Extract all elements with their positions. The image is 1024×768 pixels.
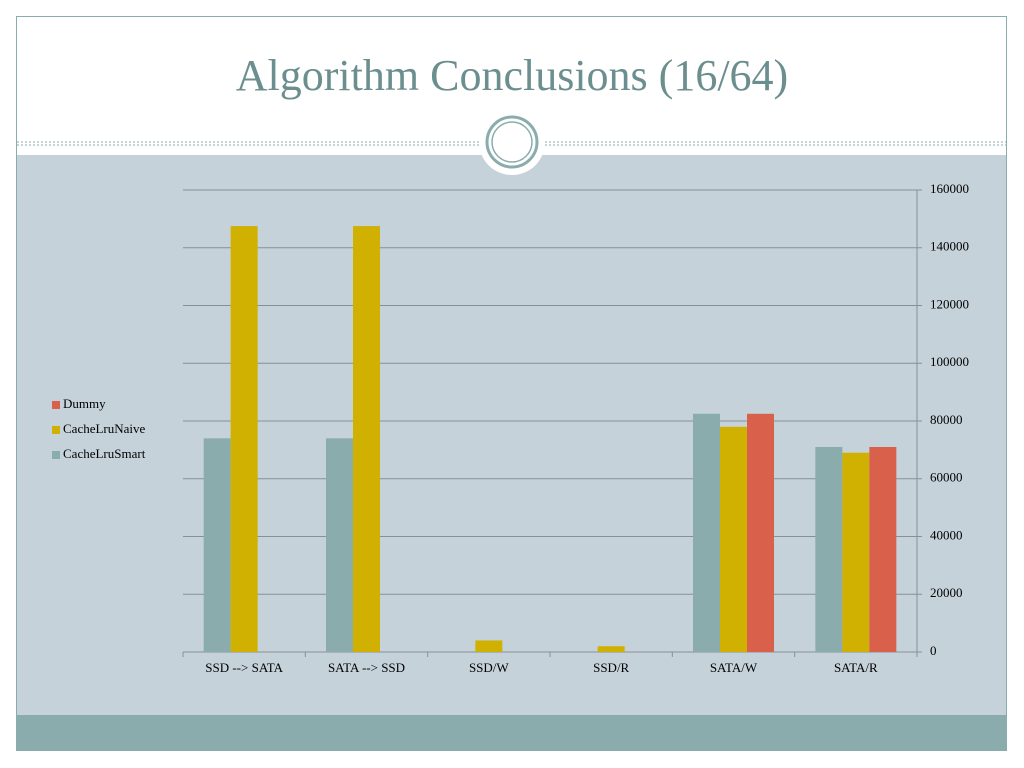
x-tick-label: SSD/W	[469, 660, 509, 675]
y-tick-label: 100000	[930, 354, 969, 369]
bar	[869, 446, 897, 652]
y-tick-label: 140000	[930, 239, 969, 254]
bar	[747, 413, 774, 652]
legend-swatch	[52, 426, 60, 434]
bar	[475, 640, 503, 652]
x-tick-label: SATA/W	[710, 660, 758, 675]
y-tick-label: 60000	[930, 470, 963, 485]
x-tick-label: SATA/R	[834, 660, 878, 675]
bar	[597, 646, 625, 652]
legend-swatch	[52, 451, 60, 459]
y-tick-label: 80000	[930, 412, 963, 427]
legend-swatch	[52, 401, 60, 409]
bar	[815, 446, 843, 652]
bar	[353, 226, 380, 652]
x-tick-label: SATA --> SSD	[328, 660, 405, 675]
y-tick-label: 20000	[930, 585, 963, 600]
chart-title: Algorithm Conclusions (16/64)	[236, 51, 788, 100]
bar	[326, 438, 353, 652]
legend-label: CacheLruNaive	[63, 421, 146, 436]
ornament-ring	[491, 121, 533, 163]
y-tick-label: 0	[930, 643, 937, 658]
bar	[693, 413, 720, 652]
bar	[720, 426, 747, 652]
bar	[842, 452, 870, 652]
ornament-outer	[479, 109, 545, 175]
y-tick-label: 120000	[930, 296, 969, 311]
y-tick-label: 160000	[930, 181, 969, 196]
bar	[203, 438, 231, 652]
legend-label: CacheLruSmart	[63, 446, 146, 461]
x-tick-label: SSD --> SATA	[205, 660, 283, 675]
footer-band	[17, 715, 1006, 750]
x-tick-label: SSD/R	[593, 660, 629, 675]
legend-label: Dummy	[63, 396, 106, 411]
ornament-ring	[485, 115, 539, 169]
y-tick-label: 40000	[930, 527, 963, 542]
bar	[230, 226, 258, 652]
